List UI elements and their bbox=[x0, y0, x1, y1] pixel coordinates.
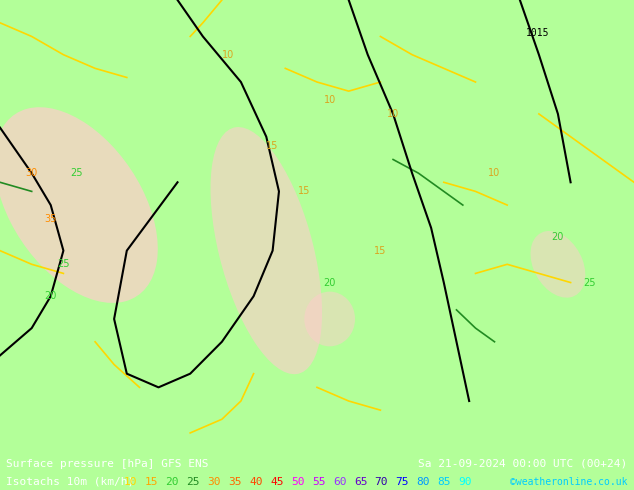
Text: 15: 15 bbox=[266, 141, 279, 151]
Text: 90: 90 bbox=[458, 477, 472, 487]
Text: 65: 65 bbox=[354, 477, 367, 487]
Text: 70: 70 bbox=[375, 477, 388, 487]
Text: 20: 20 bbox=[323, 277, 336, 288]
Text: Isotachs 10m (km/h): Isotachs 10m (km/h) bbox=[6, 477, 134, 487]
Text: 20: 20 bbox=[552, 232, 564, 242]
Text: 60: 60 bbox=[333, 477, 346, 487]
Text: 25: 25 bbox=[57, 259, 70, 270]
Text: Sa 21-09-2024 00:00 UTC (00+24): Sa 21-09-2024 00:00 UTC (00+24) bbox=[418, 459, 628, 468]
Text: 85: 85 bbox=[437, 477, 451, 487]
Text: 20: 20 bbox=[165, 477, 179, 487]
Text: 50: 50 bbox=[291, 477, 304, 487]
Text: 15: 15 bbox=[374, 245, 387, 256]
Text: ©weatheronline.co.uk: ©weatheronline.co.uk bbox=[510, 477, 628, 487]
Text: 15: 15 bbox=[145, 477, 158, 487]
Text: 25: 25 bbox=[583, 277, 596, 288]
Text: 75: 75 bbox=[396, 477, 409, 487]
Text: 35: 35 bbox=[44, 214, 57, 224]
Text: 20: 20 bbox=[44, 291, 57, 301]
Text: 1015: 1015 bbox=[526, 28, 550, 38]
Text: 10: 10 bbox=[323, 95, 336, 105]
Text: 10: 10 bbox=[488, 168, 501, 178]
Ellipse shape bbox=[304, 292, 355, 346]
Text: 10: 10 bbox=[222, 49, 235, 60]
Text: 40: 40 bbox=[249, 477, 262, 487]
Ellipse shape bbox=[531, 231, 585, 297]
Text: 80: 80 bbox=[417, 477, 430, 487]
Text: 25: 25 bbox=[70, 168, 82, 178]
Ellipse shape bbox=[210, 127, 322, 374]
Text: 30: 30 bbox=[207, 477, 221, 487]
Text: 15: 15 bbox=[298, 186, 311, 196]
Text: 25: 25 bbox=[186, 477, 200, 487]
Text: 55: 55 bbox=[312, 477, 325, 487]
Text: 45: 45 bbox=[270, 477, 283, 487]
Text: 10: 10 bbox=[124, 477, 137, 487]
Ellipse shape bbox=[0, 107, 158, 303]
Text: 10: 10 bbox=[387, 109, 399, 119]
Text: Surface pressure [hPa] GFS ENS: Surface pressure [hPa] GFS ENS bbox=[6, 459, 209, 468]
Text: 35: 35 bbox=[228, 477, 242, 487]
Text: 30: 30 bbox=[25, 168, 38, 178]
